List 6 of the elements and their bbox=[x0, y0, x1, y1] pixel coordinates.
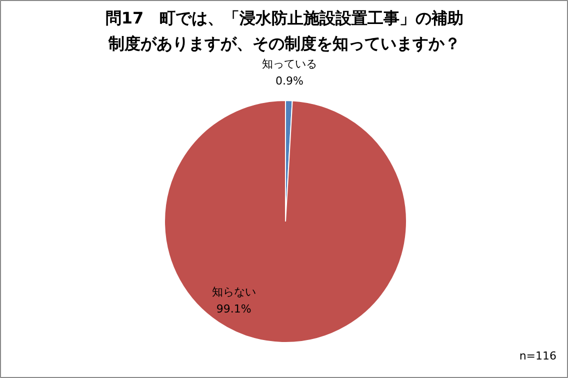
slice-label: 知らない bbox=[212, 286, 256, 299]
data-label: 0.9% bbox=[275, 74, 304, 88]
slice-label: 知っている bbox=[262, 57, 317, 70]
data-label: 99.1% bbox=[216, 302, 252, 316]
chart-title: 問17 町では、「浸水防止施設設置工事」の補助制度がありますが、その制度を知っていますか？ bbox=[105, 8, 464, 54]
text: n=116 bbox=[519, 350, 557, 362]
